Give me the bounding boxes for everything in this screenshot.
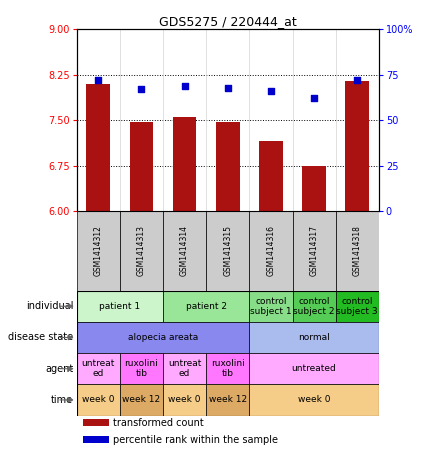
Text: week 0: week 0 [82,395,114,405]
Bar [83,436,109,443]
Bar [77,353,120,384]
Bar [259,141,283,211]
Bar [77,291,163,322]
Bar [77,322,249,353]
Text: week 12: week 12 [122,395,160,405]
Bar [249,211,293,291]
Text: GSM1414315: GSM1414315 [223,226,232,276]
Text: patient 2: patient 2 [186,302,227,311]
Text: percentile rank within the sample: percentile rank within the sample [113,435,278,445]
Bar [173,117,197,211]
Text: ruxolini
tib: ruxolini tib [124,359,158,378]
Bar [302,166,326,211]
Bar [336,291,379,322]
Text: normal: normal [298,333,330,342]
Text: GSM1414314: GSM1414314 [180,226,189,276]
Bar [206,211,249,291]
Point [138,86,145,93]
Bar [206,353,249,384]
Bar [130,122,153,211]
Title: GDS5275 / 220444_at: GDS5275 / 220444_at [159,15,297,28]
Text: patient 1: patient 1 [99,302,141,311]
Text: GSM1414312: GSM1414312 [94,226,103,276]
Bar [163,291,249,322]
Point [354,77,361,84]
Bar [293,291,336,322]
Bar [120,211,163,291]
Text: GSM1414313: GSM1414313 [137,226,146,276]
Text: control
subject 1: control subject 1 [250,297,292,316]
Bar [249,322,379,353]
Bar [249,384,379,415]
Bar [163,353,206,384]
Text: control
subject 3: control subject 3 [336,297,378,316]
Text: disease state: disease state [8,333,73,342]
Bar [163,211,206,291]
Text: week 12: week 12 [208,395,247,405]
Point [311,95,318,102]
Text: transformed count: transformed count [113,418,204,428]
Text: GSM1414316: GSM1414316 [266,226,276,276]
Point [181,82,188,89]
Bar [120,384,163,415]
Point [224,84,231,91]
Bar [83,419,109,426]
Bar [346,81,369,211]
Bar [249,291,293,322]
Bar [206,384,249,415]
Bar [120,353,163,384]
Text: control
subject 2: control subject 2 [293,297,335,316]
Text: time: time [51,395,73,405]
Bar [86,84,110,211]
Bar [77,211,120,291]
Bar [163,384,206,415]
Bar [293,211,336,291]
Text: alopecia areata: alopecia areata [128,333,198,342]
Text: agent: agent [45,364,73,374]
Bar [216,122,240,211]
Text: ruxolini
tib: ruxolini tib [211,359,245,378]
Bar [336,211,379,291]
Bar [249,353,379,384]
Text: GSM1414318: GSM1414318 [353,226,362,276]
Text: untreated: untreated [292,364,336,373]
Bar [77,384,120,415]
Text: GSM1414317: GSM1414317 [310,226,318,276]
Text: untreat
ed: untreat ed [168,359,201,378]
Point [268,87,275,95]
Text: week 0: week 0 [168,395,201,405]
Text: untreat
ed: untreat ed [81,359,115,378]
Text: week 0: week 0 [298,395,330,405]
Point [95,77,102,84]
Text: individual: individual [26,301,73,311]
